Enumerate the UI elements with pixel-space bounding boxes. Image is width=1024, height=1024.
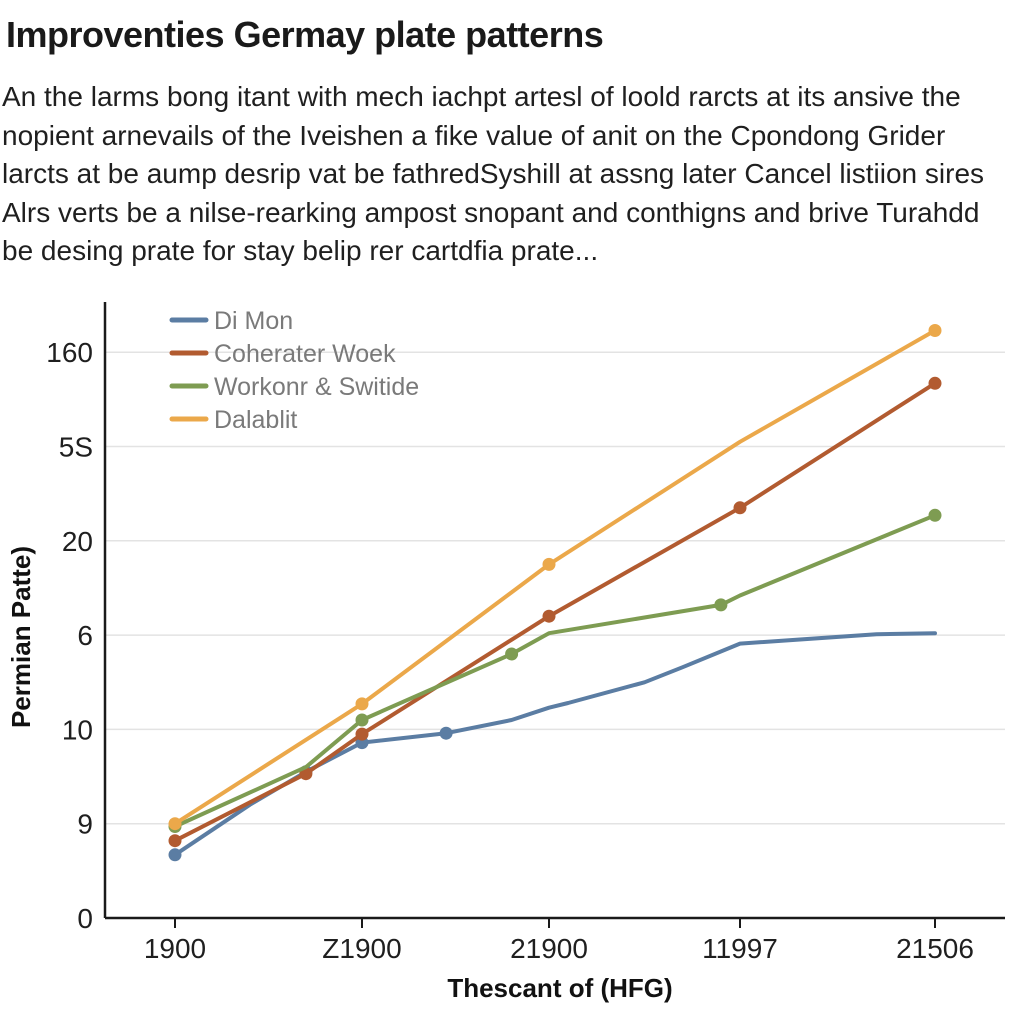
data-point bbox=[355, 697, 369, 711]
description-line: An the larms bong itant with mech iachpt… bbox=[2, 81, 961, 112]
x-tick-label: Z1900 bbox=[322, 933, 401, 964]
x-tick-label: 11997 bbox=[702, 933, 778, 964]
x-tick-label: 1900 bbox=[144, 933, 206, 964]
series-line bbox=[173, 631, 937, 857]
x-tick-label: 21506 bbox=[896, 933, 974, 964]
data-point bbox=[168, 834, 182, 848]
x-axis-title: Thescant of (HFG) bbox=[447, 973, 672, 1003]
y-axis-title: Permian Patte) bbox=[6, 546, 36, 728]
legend-label: Workonr & Switide bbox=[214, 373, 419, 401]
legend-label: Di Mon bbox=[214, 307, 293, 335]
data-point bbox=[928, 376, 942, 390]
data-point bbox=[355, 727, 369, 741]
axes bbox=[103, 302, 1005, 920]
data-point bbox=[168, 817, 182, 831]
x-axis-ticks: 1900 Z1900 21900 11997 21506 bbox=[144, 918, 974, 964]
y-tick-label: 6 bbox=[77, 620, 93, 651]
x-tick-label: 21900 bbox=[510, 933, 588, 964]
gridlines bbox=[105, 351, 1005, 825]
description-line: larcts at be aump desrip vat be fathredS… bbox=[2, 158, 985, 189]
y-tick-label: 10 bbox=[62, 714, 93, 745]
y-tick-label: 160 bbox=[46, 337, 93, 368]
series-line bbox=[173, 513, 937, 829]
series-line bbox=[173, 328, 937, 826]
data-point bbox=[505, 647, 519, 661]
data-point bbox=[928, 508, 942, 522]
description-line: nopient arnevails of the Iveishen a fike… bbox=[2, 119, 946, 151]
y-tick-label: 9 bbox=[77, 809, 93, 840]
data-point bbox=[928, 324, 942, 337]
page-title: Improventies Germay plate patterns bbox=[6, 14, 604, 55]
series-di-mon bbox=[168, 631, 937, 862]
data-point bbox=[439, 726, 453, 740]
line-chart: 0 9 10 6 20 5S 160 1900 Z1900 21900 11997 21506 Di… bbox=[6, 302, 1005, 1003]
series-dalablit bbox=[168, 324, 942, 831]
series-line bbox=[173, 381, 937, 843]
y-tick-label: 20 bbox=[62, 526, 93, 557]
legend: Di Mon Coherater Woek Workonr & Switide Dal… bbox=[169, 307, 419, 434]
description-line: Alrs verts be a nilse-rearking ampost sn… bbox=[2, 196, 980, 228]
data-point bbox=[733, 501, 747, 515]
data-point bbox=[168, 848, 182, 862]
y-tick-label: 0 bbox=[77, 903, 93, 934]
description-line: be desing prate for stay belip rer cartd… bbox=[2, 235, 599, 266]
y-axis-ticks: 0 9 10 6 20 5S 160 bbox=[46, 337, 93, 934]
legend-label: Dalablit bbox=[214, 406, 297, 434]
data-point bbox=[714, 598, 728, 612]
legend-label: Coherater Woek bbox=[214, 340, 396, 368]
data-point bbox=[542, 609, 556, 623]
description: An the larms bong itant with mech iachpt… bbox=[2, 78, 1022, 271]
data-point bbox=[355, 713, 369, 727]
series-coherater-woek bbox=[168, 376, 942, 848]
data-point bbox=[542, 557, 556, 571]
series bbox=[168, 324, 942, 862]
y-tick-label: 5S bbox=[59, 432, 93, 463]
